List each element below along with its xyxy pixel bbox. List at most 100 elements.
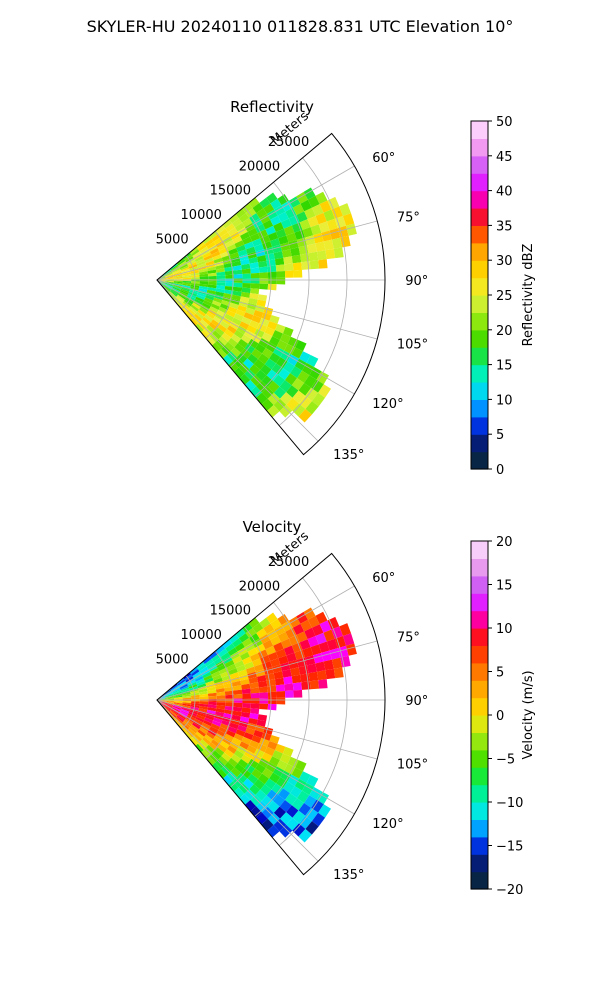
field-cell [191,701,200,704]
field-cell [269,314,280,324]
field-cell [181,722,190,730]
field-cell [249,784,261,796]
field-cell [233,278,243,283]
field-cell [190,706,199,711]
field-cell [249,633,260,643]
field-cell [250,278,260,284]
field-cell [249,713,259,720]
field-cell [181,692,191,696]
field-cell [199,307,208,315]
field-cell [306,243,317,254]
field-cell [180,288,190,294]
field-cell [208,281,217,286]
field-cell [240,258,250,266]
field-cell [231,714,241,721]
field-cell [198,285,208,290]
field-cell [250,708,260,715]
field-cell [273,642,284,652]
azimuth-tick-label: 90° [405,274,428,289]
colorbar-segment [471,697,488,716]
azimuth-spoke [156,220,378,281]
field-cell [273,794,286,807]
field-cell [206,241,216,250]
field-cell [298,829,312,843]
field-cell [248,297,258,305]
field-cell [267,800,280,813]
field-cell [207,692,217,697]
field-cell [292,403,306,417]
azimuth-tick-label: 60° [372,151,395,166]
field-cell [210,303,220,310]
field-cell [203,720,213,727]
azimuth-spoke [156,165,355,281]
field-cell [198,708,208,713]
field-cell [173,702,183,705]
field-cell [250,283,260,289]
field-cell [256,674,267,683]
field-cell [164,284,172,290]
field-cell [225,643,235,653]
field-cell [304,375,317,388]
field-cell [275,323,286,334]
field-cell [199,276,209,280]
field-cell [280,638,292,649]
field-cell [209,667,219,675]
field-cell [190,704,200,709]
field-cell [242,623,253,634]
colorbar-tick-label: 45 [496,150,513,165]
field-cell [256,800,268,813]
field-cell [190,270,200,275]
field-cell [292,203,305,215]
field-cell [339,623,352,636]
field-cell [307,195,320,208]
velocity-panel: Velocity 5000 10000 15000 20000 25000 60° 75°… [156,518,536,898]
colorbar-segment [471,121,488,139]
colorbar-segment [471,208,488,226]
field-cell [342,213,355,226]
field-cell [300,253,310,263]
field-cell [231,294,241,301]
field-cell [279,404,293,418]
field-cell [265,225,276,236]
field-cell [323,629,335,642]
colorbar-tick-label: 10 [496,622,513,637]
field-cell [207,689,217,694]
field-cell [182,275,192,279]
field-cell [207,287,217,292]
field-cell [273,398,287,412]
range-ring [254,602,310,817]
field-cell [283,256,293,265]
field-cell [195,678,205,684]
field-cell [185,718,194,725]
field-cell [215,645,226,654]
field-cell [164,691,173,697]
field-cell [191,735,201,744]
field-cell [206,731,216,740]
field-cell [209,306,219,314]
field-cell [164,692,173,697]
field-cell [310,644,322,656]
field-cell [232,685,242,691]
field-cell [233,706,243,712]
field-cell [249,740,260,749]
azimuth-spoke [156,585,355,701]
field-cell [319,620,332,633]
range-tick-label: 20000 [239,579,280,594]
field-cell [216,695,226,699]
field-cell [206,266,216,272]
field-cell [304,795,317,808]
field-cell [224,761,235,772]
field-cell [200,739,209,748]
field-cell [188,263,198,269]
field-cell [215,264,225,270]
field-cell [234,343,245,353]
field-cell [182,282,192,285]
field-cell [290,667,301,677]
field-cell [292,623,305,635]
field-cell [267,392,281,406]
field-cell [259,617,271,629]
field-cell [245,666,256,675]
field-cell [204,314,214,323]
field-cell [321,650,332,662]
field-cell [342,633,355,646]
